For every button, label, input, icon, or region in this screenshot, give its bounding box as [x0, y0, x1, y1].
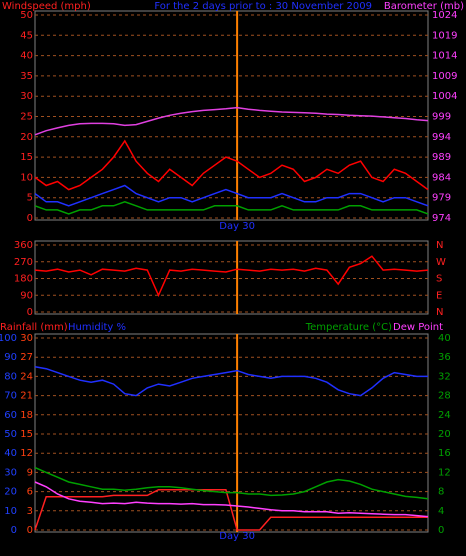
y-tick-label: 15: [20, 152, 33, 163]
y-tick-label: 20: [438, 429, 451, 440]
x-tick-label: Day 30: [219, 531, 255, 542]
legend-entry: Dew Point: [393, 322, 443, 333]
y-tick-label: 90: [20, 290, 33, 301]
y-tick-label: 15: [20, 429, 33, 440]
y-tick-label: 100: [0, 333, 17, 344]
y-tick-label: 0: [11, 525, 17, 536]
y-tick-label: 25: [20, 112, 33, 123]
y-tick-label: 60: [4, 410, 17, 421]
y-tick-label: 10: [4, 506, 17, 517]
y-tick-label: 12: [438, 467, 451, 478]
y-tick-label: 80: [4, 371, 17, 382]
y-tick-label: 0: [27, 525, 33, 536]
y-tick-label: 30: [4, 467, 17, 478]
y-tick-label: 30: [20, 91, 33, 102]
y-tick-label: 28: [438, 391, 451, 402]
x-tick-label: Day 30: [219, 221, 255, 232]
series-line: [34, 481, 429, 518]
series-line: [34, 201, 429, 215]
plot-area: [34, 240, 429, 315]
y-tick-label: 40: [4, 448, 17, 459]
series-line: [34, 106, 429, 136]
y-tick-label: W: [436, 257, 446, 268]
legend-entry: Humidity %: [68, 322, 126, 333]
chart-title: For the 2 days prior to : 30 November 20…: [154, 1, 372, 12]
legend-entry: Rainfall (mm): [0, 322, 68, 333]
y-tick-label: 979: [432, 193, 451, 204]
y-tick-label: N: [436, 240, 443, 251]
y-tick-label: 18: [20, 410, 33, 421]
y-tick-label: 24: [438, 410, 451, 421]
y-tick-label: 6: [27, 487, 33, 498]
y-tick-label: 989: [432, 152, 451, 163]
y-tick-label: 20: [4, 487, 17, 498]
y-tick-label: S: [436, 274, 442, 285]
y-tick-label: 9: [27, 467, 33, 478]
y-tick-label: 999: [432, 112, 451, 123]
y-tick-label: 35: [20, 71, 33, 82]
y-tick-label: 4: [438, 506, 444, 517]
series-line: [34, 366, 428, 397]
y-tick-label: N: [436, 307, 443, 318]
y-tick-label: 360: [14, 240, 33, 251]
y-tick-label: 20: [20, 132, 33, 143]
y-tick-label: 45: [20, 30, 33, 41]
y-tick-label: 10: [20, 172, 33, 183]
y-tick-label: 50: [4, 429, 17, 440]
y-tick-label: E: [436, 290, 442, 301]
y-tick-label: 70: [4, 391, 17, 402]
y-tick-label: 24: [20, 371, 33, 382]
y-tick-label: 30: [20, 333, 33, 344]
axis-label: Barometer (mb): [384, 1, 464, 12]
y-tick-label: 50: [20, 10, 33, 21]
y-tick-label: 984: [432, 172, 451, 183]
y-tick-label: 0: [438, 525, 444, 536]
y-tick-label: 0: [27, 213, 33, 224]
y-tick-label: 27: [20, 352, 33, 363]
series-line: [34, 255, 429, 298]
legend-entry: Temperature (°C): [305, 322, 392, 333]
series-line: [34, 184, 429, 207]
series-line: [34, 488, 428, 531]
y-tick-label: 1004: [432, 91, 457, 102]
y-tick-label: 1009: [432, 71, 457, 82]
axis-label: Windspeed (mph): [2, 1, 91, 12]
y-tick-label: 1014: [432, 51, 457, 62]
y-tick-label: 1024: [432, 10, 457, 21]
y-tick-label: 36: [438, 352, 451, 363]
series-line: [34, 139, 429, 191]
y-tick-label: 40: [20, 51, 33, 62]
y-tick-label: 974: [432, 213, 451, 224]
plot-area: [34, 333, 429, 533]
y-tick-label: 32: [438, 371, 451, 382]
y-tick-label: 90: [4, 352, 17, 363]
y-tick-label: 3: [27, 506, 33, 517]
y-tick-label: 0: [27, 307, 33, 318]
y-tick-label: 270: [14, 257, 33, 268]
y-tick-label: 12: [20, 448, 33, 459]
y-tick-label: 8: [438, 487, 444, 498]
y-tick-label: 40: [438, 333, 451, 344]
y-tick-label: 180: [14, 274, 33, 285]
y-tick-label: 5: [27, 193, 33, 204]
y-tick-label: 21: [20, 391, 33, 402]
y-tick-label: 16: [438, 448, 451, 459]
y-tick-label: 1019: [432, 30, 457, 41]
series-line: [34, 466, 429, 500]
y-tick-label: 994: [432, 132, 451, 143]
